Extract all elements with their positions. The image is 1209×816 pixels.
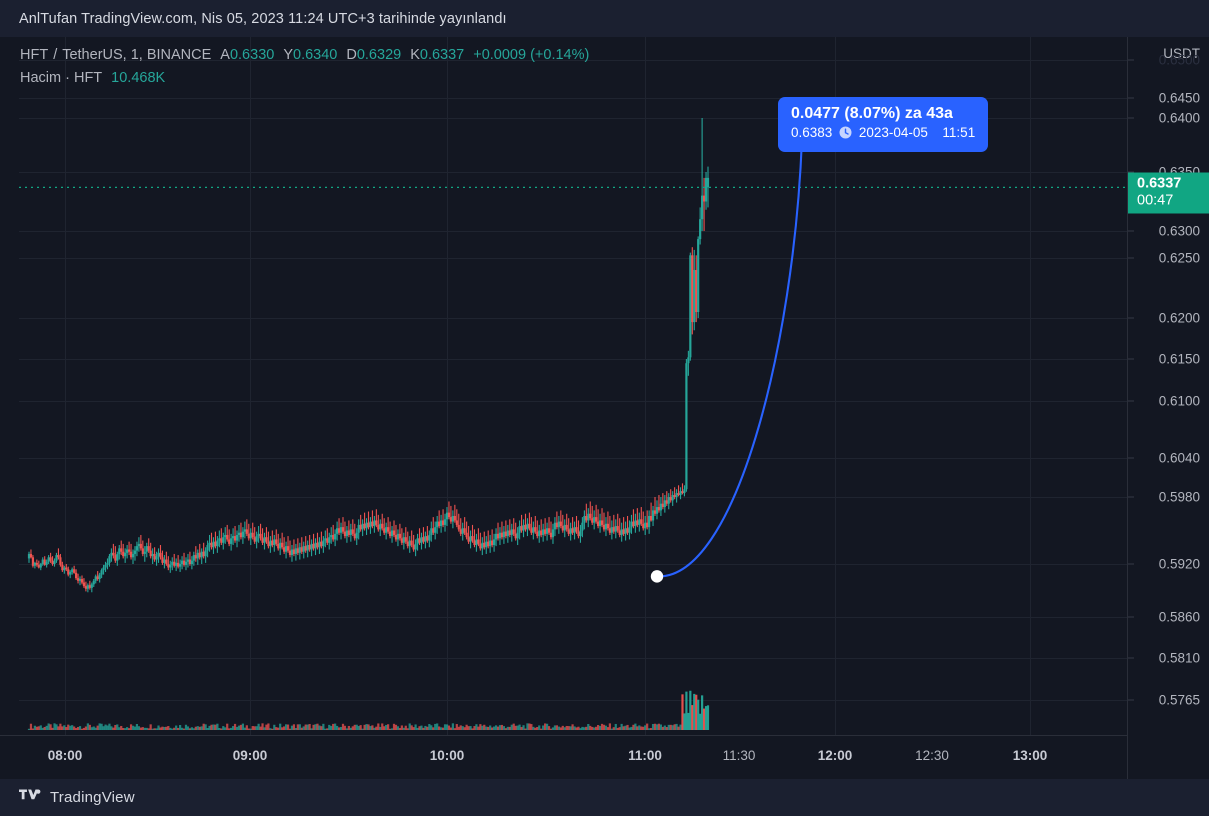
annotation-gain: 0.0477 (8.07%) za 43a (791, 105, 953, 122)
price-tick-dash (1128, 59, 1134, 61)
time-tick-12-30: 12:30 (915, 748, 949, 763)
price-axis[interactable]: USDT 0.6337 00:47 0.6500 0.6450 0.6400 0.63… (1127, 37, 1209, 779)
chart-gridlines (19, 37, 1127, 735)
time-tick-09-00: 09:00 (232, 748, 268, 763)
price-tick-0.5920: 0.5920 (1158, 556, 1200, 572)
time-tick-11-30: 11:30 (722, 748, 756, 763)
price-tick-0.6040: 0.6040 (1158, 450, 1200, 466)
time-tick-10-00: 10:00 (429, 748, 465, 763)
price-tick-dash (1128, 457, 1134, 459)
current-price-badge[interactable]: 0.6337 00:47 (1128, 172, 1209, 214)
price-tick-dash (1128, 400, 1134, 402)
time-axis[interactable]: 08:00 09:00 10:00 11:00 11:30 12:00 12:30 13:00 (0, 735, 1127, 779)
chart-frame[interactable]: HFT / TetherUS, 1, BINANCE A0.6330 Y0.63… (0, 37, 1209, 779)
price-tick-dash (1128, 317, 1134, 319)
time-tick-13-00: 13:00 (1012, 748, 1048, 763)
price-tick-0.5860: 0.5860 (1158, 609, 1200, 625)
price-tick-0.5810: 0.5810 (1158, 650, 1200, 666)
annotation-time: 11:51 (942, 125, 976, 140)
price-tick-0.6500: 0.6500 (1158, 52, 1200, 68)
price-tick-0.5765: 0.5765 (1158, 692, 1200, 708)
price-tick-0.5980: 0.5980 (1158, 489, 1200, 505)
price-tick-dash (1128, 171, 1134, 173)
annotation-price: 0.6383 (791, 125, 833, 140)
tradingview-logo (19, 788, 41, 807)
price-tick-dash (1128, 563, 1134, 565)
publish-text: AnlTufan TradingView.com, Nis 05, 2023 1… (19, 10, 507, 27)
price-tick-dash (1128, 257, 1134, 259)
tradingview-wordmark: TradingView (50, 789, 135, 806)
price-tick-dash (1128, 657, 1134, 659)
price-tick-dash (1128, 230, 1134, 232)
price-tick-0.6300: 0.6300 (1158, 223, 1200, 239)
price-tick-dash (1128, 358, 1134, 360)
footer-bar: TradingView (0, 779, 1209, 816)
price-tick-0.6450: 0.6450 (1158, 90, 1200, 106)
price-tick-0.6400: 0.6400 (1158, 110, 1200, 126)
price-tick-dash (1128, 616, 1134, 618)
current-price-value: 0.6337 (1137, 175, 1182, 192)
price-tick-dash (1128, 117, 1134, 119)
annotation-detail: 0.6383 2023-04-05 11:51 (791, 124, 975, 144)
clock-icon (839, 126, 852, 144)
time-tick-08-00: 08:00 (47, 748, 83, 763)
price-tick-0.6200: 0.6200 (1158, 310, 1200, 326)
bar-countdown: 00:47 (1137, 192, 1174, 209)
plot-area[interactable] (19, 37, 1127, 735)
price-tick-dash (1128, 496, 1134, 498)
publish-header: AnlTufan TradingView.com, Nis 05, 2023 1… (0, 0, 1209, 37)
price-tick-dash (1128, 97, 1134, 99)
price-tick-0.6250: 0.6250 (1158, 250, 1200, 266)
projection-annotation[interactable]: 0.0477 (8.07%) za 43a 0.6383 2023-04-05 … (778, 97, 989, 152)
price-tick-0.6100: 0.6100 (1158, 393, 1200, 409)
time-tick-11-00: 11:00 (628, 748, 662, 763)
annotation-date: 2023-04-05 (858, 125, 928, 140)
price-axis-unit: USDT (1163, 46, 1200, 61)
candlestick-series[interactable] (19, 37, 1127, 735)
time-tick-12-00: 12:00 (817, 748, 853, 763)
price-tick-0.6150: 0.6150 (1158, 351, 1200, 367)
price-tick-dash (1128, 699, 1134, 701)
